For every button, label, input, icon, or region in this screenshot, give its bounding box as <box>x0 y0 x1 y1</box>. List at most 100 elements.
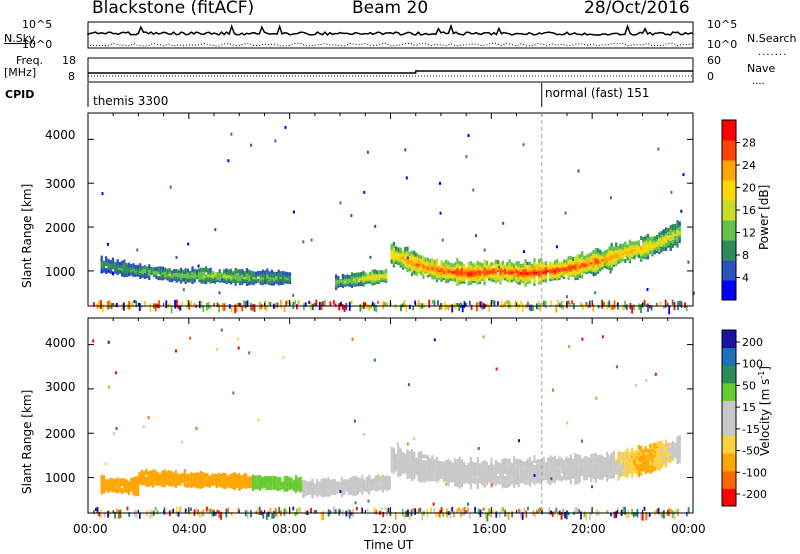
velocity-cell <box>465 471 468 476</box>
power-cell <box>460 267 463 272</box>
velocity-speckle <box>591 485 593 489</box>
velocity-cell <box>483 459 486 464</box>
velocity-cell <box>665 439 668 444</box>
nsky-label: N.Sky <box>4 32 36 45</box>
power-cell <box>515 273 518 278</box>
power-cell <box>152 267 155 272</box>
velocity-ground-cell <box>659 512 662 517</box>
velocity-cell <box>249 476 252 481</box>
velocity-cell <box>197 472 200 477</box>
power-ground-cell <box>158 300 161 309</box>
velocity-cell <box>420 450 423 455</box>
power-cell <box>161 266 165 271</box>
velocity-cell <box>621 452 625 457</box>
velocity-cell <box>467 462 470 467</box>
velocity-cell <box>454 458 457 463</box>
power-colorbar-segment <box>722 220 736 241</box>
power-cell <box>420 271 423 276</box>
power-cell <box>640 236 643 240</box>
power-cell <box>431 257 434 262</box>
power-cell <box>674 239 677 244</box>
velocity-ground-cell <box>283 508 286 516</box>
power-cell <box>535 263 538 268</box>
power-cell <box>127 262 130 267</box>
velocity-ground-cell <box>267 511 270 517</box>
power-cell <box>556 266 559 271</box>
velocity-ground-cell <box>440 507 443 513</box>
velocity-ground-cell <box>296 508 298 516</box>
velocity-cell <box>322 477 325 482</box>
velocity-colorbar-tick-label: 100 <box>742 358 763 371</box>
velocity-cell <box>145 468 148 473</box>
power-cell <box>481 263 484 268</box>
power-cell <box>134 264 137 269</box>
power-cell <box>214 272 217 276</box>
power-cell <box>533 258 536 263</box>
velocity-speckle <box>550 477 553 481</box>
power-cell <box>375 270 379 275</box>
velocity-ground-cell <box>271 512 274 519</box>
velocity-ground-cell <box>687 507 690 514</box>
velocity-cell <box>140 469 143 474</box>
velocity-ground-cell <box>195 507 198 514</box>
power-cell <box>458 261 461 265</box>
power-cell <box>501 260 504 265</box>
velocity-ground-cell <box>297 506 300 513</box>
power-cell <box>390 243 393 248</box>
power-cell <box>626 248 629 253</box>
power-cell <box>494 267 498 272</box>
velocity-ground-cell <box>114 511 116 519</box>
velocity-ground-cell <box>500 507 503 513</box>
power-cell <box>483 271 486 276</box>
velocity-cell <box>454 462 457 467</box>
power-cell <box>624 241 627 246</box>
power-cell <box>606 249 609 254</box>
velocity-cell <box>562 459 566 464</box>
power-cell <box>121 260 124 265</box>
power-colorbar-tick-label: 20 <box>742 182 756 195</box>
velocity-cell <box>415 467 418 472</box>
power-cell <box>399 247 402 252</box>
velocity-ground-cell <box>348 509 351 519</box>
velocity-ground-cell <box>633 512 635 518</box>
velocity-cell <box>309 490 312 495</box>
velocity-cell <box>343 487 346 492</box>
power-cell <box>404 247 407 251</box>
xtick-1200: 12:00 <box>372 522 407 536</box>
power-ground-cell <box>294 300 296 305</box>
power-cell <box>360 272 363 276</box>
power-cell <box>587 259 591 264</box>
radar-title: Blackstone (fitACF) <box>92 0 255 18</box>
power-cell <box>649 250 652 255</box>
power-cell <box>182 269 185 274</box>
power-cell <box>277 277 280 282</box>
power-cell <box>175 268 178 273</box>
power-cell <box>676 220 679 224</box>
velocity-ground-cell <box>613 511 616 519</box>
power-cell <box>239 269 242 274</box>
power-cell <box>415 256 418 261</box>
velocity-cell <box>551 474 554 479</box>
velocity-cell <box>186 481 189 486</box>
power-cell <box>606 257 609 262</box>
power-ground-cell <box>200 300 203 309</box>
velocity-cell <box>449 460 452 465</box>
velocity-cell <box>660 440 663 445</box>
velocity-ground-cell <box>384 506 386 510</box>
velocity-ground-cell <box>405 510 408 517</box>
power-cell <box>159 266 162 271</box>
velocity-cell <box>542 476 545 481</box>
velocity-speckle <box>477 447 480 450</box>
power-cell <box>193 268 196 273</box>
power-cell <box>438 265 441 270</box>
velocity-cell <box>331 483 334 488</box>
power-cell <box>435 270 439 275</box>
velocity-ground-cell <box>386 508 388 517</box>
velocity-ground-cell <box>375 509 378 515</box>
power-speckle <box>680 209 683 213</box>
velocity-ground-cell <box>474 506 476 514</box>
velocity-cell <box>165 471 168 476</box>
velocity-cell <box>145 476 148 481</box>
power-cell <box>245 276 248 280</box>
velocity-ground-cell <box>292 506 295 511</box>
